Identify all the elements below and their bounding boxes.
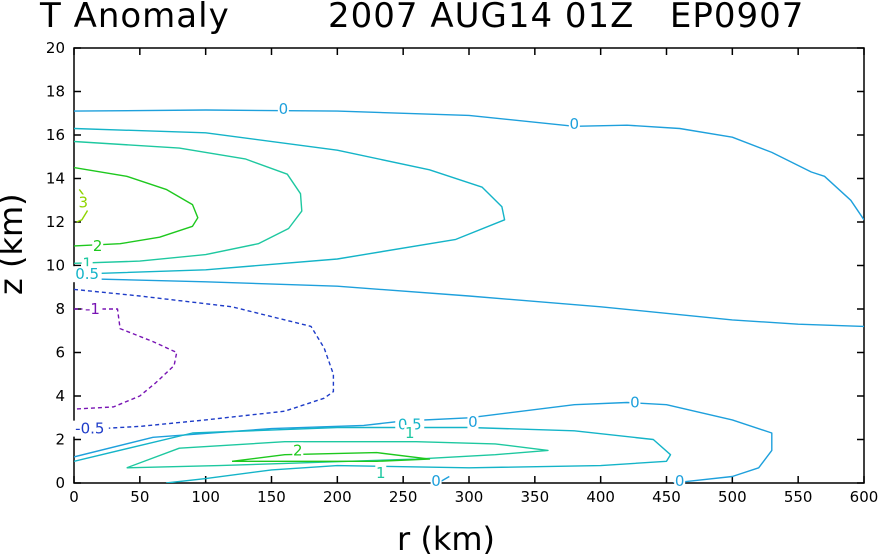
contour-label: 0 bbox=[279, 100, 289, 118]
contour-label-bg bbox=[77, 194, 89, 211]
x-tick-label: 0 bbox=[69, 488, 79, 506]
x-tick-label: 200 bbox=[323, 488, 352, 506]
y-tick-label: 18 bbox=[46, 83, 65, 101]
y-tick-label: 4 bbox=[55, 387, 65, 405]
contour-line bbox=[74, 401, 773, 483]
contour-label-bg bbox=[629, 394, 641, 411]
contour-line bbox=[126, 441, 549, 469]
x-tick-label: 50 bbox=[130, 488, 149, 506]
y-tick-label: 2 bbox=[55, 431, 65, 449]
y-tick-label: 16 bbox=[46, 126, 65, 144]
contour-label-bg bbox=[467, 414, 479, 431]
x-tick-label: 300 bbox=[455, 488, 484, 506]
contour-label-bg bbox=[292, 442, 304, 459]
contour-label: 0 bbox=[630, 394, 640, 412]
x-tick-label: 600 bbox=[850, 488, 879, 506]
y-tick-label: 20 bbox=[46, 39, 65, 57]
contour-label: 1 bbox=[82, 254, 92, 272]
chart-title-right: 2007 AUG14 01Z EP0907 bbox=[328, 0, 805, 36]
contour-line bbox=[74, 140, 303, 264]
x-tick-label: 400 bbox=[586, 488, 615, 506]
x-tick-label: 150 bbox=[257, 488, 286, 506]
x-tick-label: 500 bbox=[718, 488, 747, 506]
y-tick-label: 14 bbox=[46, 170, 65, 188]
contour-label-bg bbox=[70, 420, 109, 437]
y-tick-label: 0 bbox=[55, 474, 65, 492]
contour-label: 0 bbox=[431, 472, 441, 490]
contour-label-bg bbox=[375, 465, 387, 482]
contour-line bbox=[74, 426, 672, 483]
contour-label: 1 bbox=[405, 424, 415, 442]
x-tick-label: 250 bbox=[389, 488, 418, 506]
contour-label-bg bbox=[277, 100, 289, 117]
y-tick-label: 10 bbox=[46, 257, 65, 275]
contour-label: 1 bbox=[376, 464, 386, 482]
y-axis-label: z (km) bbox=[0, 193, 30, 295]
contour-label: 3 bbox=[78, 193, 88, 211]
x-tick-label: 100 bbox=[191, 488, 220, 506]
contour-line bbox=[74, 308, 178, 410]
y-tick-label: 8 bbox=[55, 300, 65, 318]
contour-label: 0 bbox=[570, 115, 580, 133]
contour-label-bg bbox=[82, 301, 103, 317]
contour-label: 0.5 bbox=[398, 415, 422, 433]
contour-line bbox=[74, 127, 506, 275]
contour-label: -0.5 bbox=[75, 420, 104, 438]
contour-label: 2 bbox=[293, 441, 303, 459]
x-tick-label: 550 bbox=[784, 488, 813, 506]
contour-label: 0.5 bbox=[75, 265, 99, 283]
contour-label-bg bbox=[674, 472, 686, 489]
contour-label: 0 bbox=[468, 413, 478, 431]
contour-label-bg bbox=[395, 416, 425, 433]
contour-label: 0 bbox=[675, 472, 685, 490]
contour-label: 2 bbox=[93, 237, 103, 255]
contour-label-bg bbox=[72, 266, 102, 283]
y-tick-label: 6 bbox=[55, 344, 65, 362]
contour-label-bg bbox=[568, 116, 580, 133]
contour-label-bg bbox=[81, 255, 93, 272]
contour-label-bg bbox=[430, 472, 442, 489]
contour-line bbox=[231, 451, 431, 462]
contour-label-bg bbox=[92, 237, 104, 254]
contour-line bbox=[74, 109, 864, 221]
contour-label-bg bbox=[404, 424, 416, 441]
x-axis-label: r (km) bbox=[397, 520, 495, 558]
chart-title-left: T Anomaly bbox=[40, 0, 230, 36]
contour-line bbox=[74, 288, 335, 432]
y-tick-label: 12 bbox=[46, 213, 65, 231]
x-tick-label: 350 bbox=[521, 488, 550, 506]
x-tick-label: 450 bbox=[652, 488, 681, 506]
contour-line bbox=[74, 277, 864, 328]
contour-label: -1 bbox=[85, 300, 100, 318]
contour-line bbox=[74, 166, 199, 247]
